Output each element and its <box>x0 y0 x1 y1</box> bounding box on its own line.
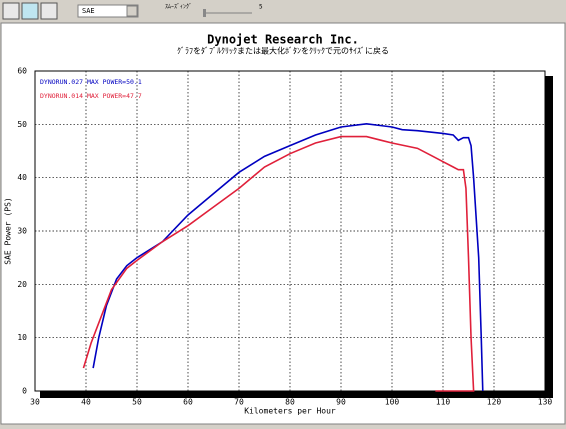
y-tick-label: 50 <box>17 120 27 129</box>
x-tick-label: 100 <box>385 398 400 407</box>
x-tick-label: 40 <box>81 398 91 407</box>
smoothing-label: ｽﾑｰｽﾞｨﾝｸﾞ <box>165 4 192 11</box>
y-tick-label: 60 <box>17 67 27 76</box>
x-tick-label: 80 <box>285 398 295 407</box>
x-tick-label: 60 <box>183 398 193 407</box>
x-tick-label: 130 <box>538 398 553 407</box>
y-tick-label: 0 <box>22 387 27 396</box>
chart-title: Dynojet Research Inc. <box>207 33 359 47</box>
slider-thumb[interactable] <box>203 9 206 17</box>
x-tick-label: 110 <box>436 398 451 407</box>
dropdown-value: SAE <box>82 7 95 15</box>
x-tick-label: 70 <box>234 398 244 407</box>
tool-button[interactable] <box>2 2 20 20</box>
plot-area <box>34 70 546 392</box>
tool-button[interactable] <box>40 2 58 20</box>
toolbar <box>0 0 566 22</box>
y-tick-label: 20 <box>17 280 27 289</box>
x-tick-label: 120 <box>487 398 502 407</box>
power-curve <box>92 122 484 392</box>
dropdown-arrow[interactable] <box>126 5 138 17</box>
power-curve <box>82 135 475 392</box>
y-tick-label: 30 <box>17 227 27 236</box>
plot-shadow <box>545 76 553 398</box>
plot-shadow <box>40 391 553 398</box>
x-tick-label: 30 <box>30 398 40 407</box>
x-tick-label: 90 <box>336 398 346 407</box>
legend-entry: DYNORUN.014 MAX POWER=47.7 <box>40 92 142 100</box>
chart-subtitle: ｸﾞﾗﾌをﾀﾞﾌﾞﾙｸﾘｯｸまたは最大化ﾎﾞﾀﾝをｸﾘｯｸで元のｻｲｽﾞに戻る <box>177 46 389 56</box>
x-axis-label: Kilometers per Hour <box>244 407 336 416</box>
legend-entry: DYNORUN.027 MAX POWER=50.1 <box>40 78 142 86</box>
y-tick-label: 10 <box>17 333 27 342</box>
smoothing-value: 5 <box>259 4 263 11</box>
dropdown[interactable] <box>77 4 139 18</box>
tool-button[interactable] <box>21 2 39 20</box>
y-axis-label: SAE Power (PS) <box>4 197 13 264</box>
y-tick-label: 40 <box>17 173 27 182</box>
x-tick-label: 50 <box>132 398 142 407</box>
